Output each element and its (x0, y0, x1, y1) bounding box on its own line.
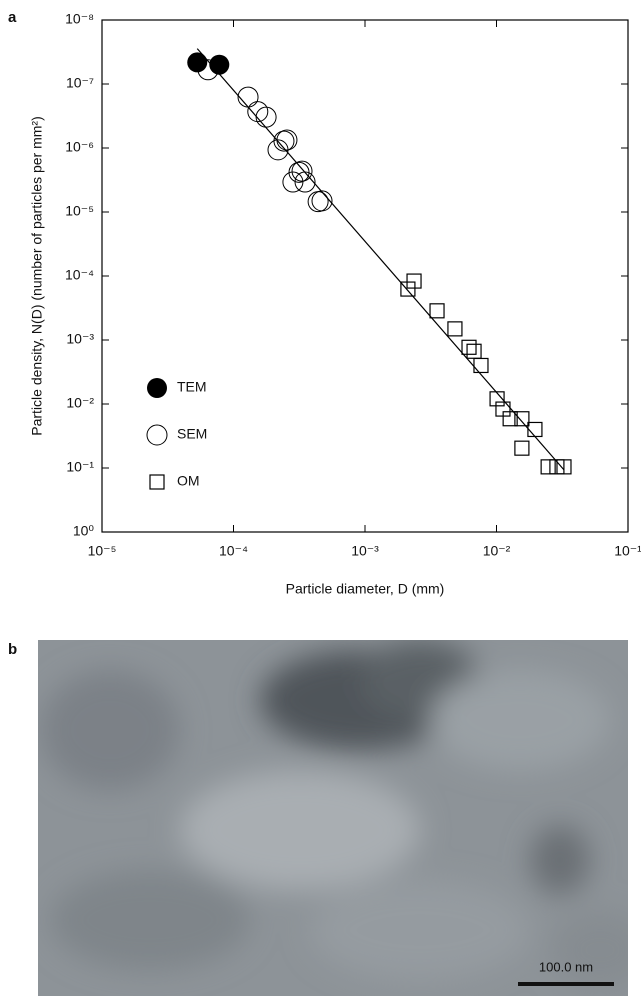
data-point (187, 52, 208, 73)
legend-marker (147, 378, 167, 398)
micrograph (38, 640, 628, 996)
data-point (209, 54, 230, 75)
x-tick-label: 10⁻⁴ (219, 543, 248, 559)
x-tick-label: 10⁻¹ (614, 543, 641, 559)
data-point (447, 321, 463, 337)
x-tick-label: 10⁻⁵ (88, 543, 117, 559)
x-tick-label: 10⁻³ (351, 543, 379, 559)
data-point (556, 459, 572, 475)
data-point (291, 160, 313, 182)
data-point (489, 391, 505, 407)
y-tick-label: 10⁰ (73, 523, 95, 539)
scale-bar-label: 100.0 nm (539, 959, 593, 974)
data-point (514, 440, 530, 456)
data-point (400, 281, 416, 297)
x-axis-label: Particle diameter, D (mm) (286, 581, 445, 597)
x-tick-label: 10⁻² (483, 543, 511, 559)
y-tick-label: 10⁻⁷ (66, 75, 94, 91)
y-tick-label: 10⁻⁶ (65, 139, 94, 155)
data-point (273, 130, 295, 152)
y-tick-label: 10⁻² (66, 395, 94, 411)
legend-label: SEM (177, 426, 207, 442)
data-point (406, 273, 422, 289)
data-point (502, 411, 518, 427)
y-tick-label: 10⁻⁸ (65, 11, 94, 27)
y-tick-label: 10⁻⁴ (65, 267, 94, 283)
data-point (247, 101, 269, 123)
legend-label: OM (177, 473, 200, 489)
data-point (514, 411, 530, 427)
legend-label: TEM (177, 379, 207, 395)
data-point (197, 59, 219, 81)
y-tick-label: 10⁻¹ (66, 459, 94, 475)
y-tick-label: 10⁻³ (66, 331, 94, 347)
panel-label: a (8, 9, 17, 26)
legend-marker (146, 424, 168, 446)
data-point (540, 459, 556, 475)
y-axis-label: Particle density, N(D) (number of partic… (29, 116, 45, 435)
y-tick-label: 10⁻⁵ (65, 203, 94, 219)
panel-label: b (8, 641, 17, 658)
data-point (429, 303, 445, 319)
legend-marker (149, 474, 165, 490)
fit-line (196, 48, 565, 471)
data-point (311, 190, 333, 212)
data-point (473, 357, 489, 374)
data-point (461, 339, 477, 355)
